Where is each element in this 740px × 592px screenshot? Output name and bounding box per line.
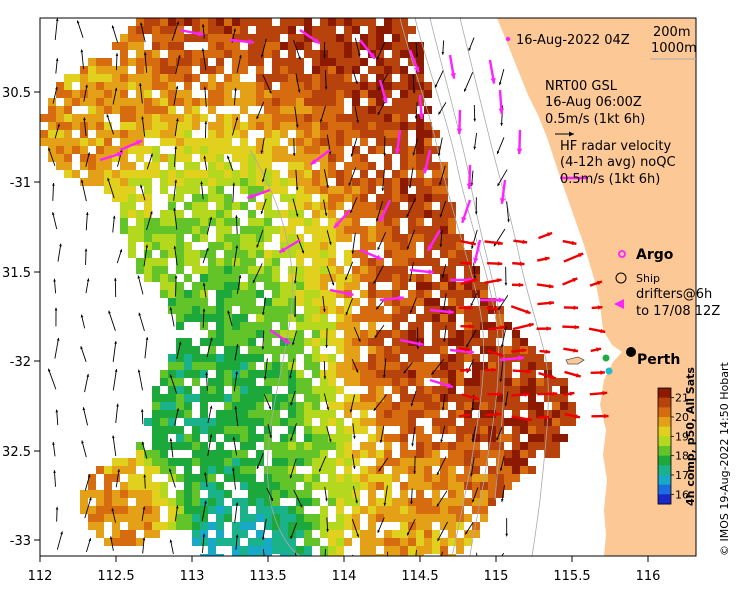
plot-frame xyxy=(39,17,697,557)
drifters-line2: to 17/08 12Z xyxy=(636,304,720,319)
y-tick-label: 32.5 xyxy=(2,445,31,460)
ocean-model-arrows xyxy=(47,18,510,556)
perth-marker xyxy=(626,347,636,357)
hf-line3: 0.5m/s (1kt 6h) xyxy=(560,172,660,187)
drifter-arrows xyxy=(99,28,524,389)
cyan-marker xyxy=(605,367,613,375)
x-tick-label: 112 xyxy=(28,569,53,584)
nrt-line3: 0.5m/s (1kt 6h) xyxy=(545,112,645,127)
drifters-line1: drifters@6h xyxy=(636,287,712,302)
colorbar: 21 20 19 18 17 16 xyxy=(657,387,689,505)
y-tick-label: 30.5 xyxy=(2,86,31,101)
x-tick-label: 114 xyxy=(332,569,357,584)
depth-1000-label: 1000m xyxy=(651,41,697,56)
date-label: 16-Aug-2022 04Z xyxy=(516,33,630,48)
argo-marker xyxy=(618,250,626,258)
y-axis: 30.5 -31 31.5 -32 32.5 -33 xyxy=(2,86,40,549)
colorbar-label: 21 xyxy=(675,392,689,405)
colorbar-swatch xyxy=(658,446,671,457)
colorbar-label: 19 xyxy=(675,430,689,443)
colorbar-title: 4h comp, p50, All Sats xyxy=(684,367,697,506)
land-mass xyxy=(497,18,696,556)
hf-line1: HF radar velocity xyxy=(560,139,672,154)
credit-label: © IMOS 19-Aug-2022 14:50 Hobart xyxy=(718,362,731,556)
colorbar-swatch xyxy=(658,475,671,486)
colorbar-swatch xyxy=(658,407,671,418)
x-tick-label: 112.5 xyxy=(97,569,134,584)
green-marker xyxy=(602,354,610,362)
ship-marker xyxy=(615,272,627,284)
colorbar-swatch xyxy=(658,426,671,437)
y-tick-label: 31.5 xyxy=(2,266,31,281)
perth-label: Perth xyxy=(637,352,680,368)
y-tick-label: -33 xyxy=(10,534,31,549)
island xyxy=(565,356,585,365)
x-tick-label: 115 xyxy=(484,569,509,584)
x-tick-label: 116 xyxy=(636,569,661,584)
colorbar-swatch xyxy=(658,484,671,495)
hf-radar-arrows xyxy=(458,231,609,422)
colorbar-swatch xyxy=(658,417,671,428)
x-tick-label: 113.5 xyxy=(249,569,286,584)
y-tick-label: -32 xyxy=(10,355,31,370)
colorbar-label: 18 xyxy=(675,450,689,463)
nrt-line2: 16-Aug 06:00Z xyxy=(545,95,642,110)
depth-200-label: 200m xyxy=(653,25,690,40)
date-label-group: 16-Aug-2022 04Z xyxy=(505,33,630,48)
x-axis: 112 112.5 113 113.5 114 114.5 115 115.5 116 xyxy=(28,556,661,584)
colorbar-label: 16 xyxy=(675,488,689,501)
hf-line2: (4-12h avg) noQC xyxy=(560,155,676,170)
argo-label: Argo xyxy=(636,247,674,263)
colorbar-label: 20 xyxy=(675,411,689,424)
colorbar-swatch xyxy=(658,436,671,447)
x-tick-label: 115.5 xyxy=(553,569,590,584)
y-tick-label: -31 xyxy=(10,176,31,191)
colorbar-swatch xyxy=(658,397,671,408)
ship-label: Ship xyxy=(636,272,660,285)
nrt-line1: NRT00 GSL xyxy=(545,79,618,94)
colorbar-swatch xyxy=(658,465,671,476)
colorbar-swatch xyxy=(658,494,671,505)
colorbar-label: 17 xyxy=(675,469,689,482)
colorbar-swatch xyxy=(658,388,671,399)
colorbar-swatch xyxy=(658,455,671,466)
drifter-legend-arrow xyxy=(614,299,624,309)
x-tick-label: 113 xyxy=(180,569,205,584)
x-tick-label: 114.5 xyxy=(401,569,438,584)
